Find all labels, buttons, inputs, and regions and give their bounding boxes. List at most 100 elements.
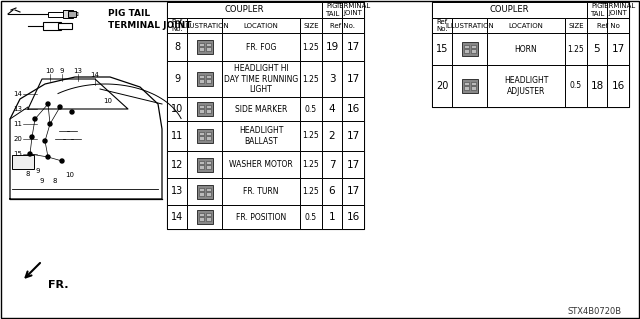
Bar — [461, 42, 477, 56]
Text: SIZE: SIZE — [568, 23, 584, 28]
Bar — [342, 97, 364, 121]
Bar — [463, 49, 468, 53]
Bar — [470, 45, 476, 48]
Text: WASHER MOTOR: WASHER MOTOR — [229, 160, 293, 169]
Bar — [187, 205, 222, 229]
Bar — [198, 165, 204, 168]
Bar — [198, 160, 204, 164]
Bar — [222, 151, 300, 178]
Text: 10: 10 — [45, 68, 54, 74]
Text: HEADLIGHT
BALLAST: HEADLIGHT BALLAST — [239, 126, 283, 146]
Text: 8: 8 — [52, 178, 57, 184]
Text: 13: 13 — [171, 187, 183, 197]
Bar — [607, 65, 629, 107]
Bar — [167, 18, 187, 33]
Text: HEADLIGHT HI
DAY TIME RUNNING
LIGHT: HEADLIGHT HI DAY TIME RUNNING LIGHT — [224, 64, 298, 94]
Bar — [342, 178, 364, 205]
Text: 13: 13 — [13, 106, 22, 112]
Circle shape — [70, 110, 74, 114]
Text: 17: 17 — [346, 160, 360, 169]
Bar — [432, 18, 452, 33]
Text: 9: 9 — [40, 178, 44, 184]
Text: 1.25: 1.25 — [303, 131, 319, 140]
Text: 1.25: 1.25 — [303, 42, 319, 51]
Bar — [205, 213, 211, 216]
Bar — [470, 86, 476, 90]
Bar — [432, 2, 629, 107]
Text: TERMINAL
JOINT: TERMINAL JOINT — [600, 4, 636, 17]
Bar — [198, 213, 204, 216]
Bar — [198, 79, 204, 83]
Bar — [607, 33, 629, 65]
Bar — [300, 121, 322, 151]
Bar — [205, 43, 211, 46]
Circle shape — [48, 122, 52, 126]
Bar — [205, 188, 211, 190]
Text: Ref
No.: Ref No. — [436, 19, 448, 32]
Bar — [432, 65, 452, 107]
Text: 9: 9 — [36, 168, 40, 174]
Bar — [342, 121, 364, 151]
Bar — [452, 33, 487, 65]
Bar — [198, 105, 204, 108]
Bar — [463, 86, 468, 90]
Text: 0.5: 0.5 — [305, 105, 317, 114]
Bar — [167, 2, 322, 18]
Bar — [222, 121, 300, 151]
Text: LOCATION: LOCATION — [244, 23, 278, 28]
Bar — [167, 97, 187, 121]
Bar — [167, 178, 187, 205]
Bar — [205, 136, 211, 140]
Text: TERMINAL JOINT: TERMINAL JOINT — [108, 21, 191, 31]
Bar — [222, 18, 300, 33]
Text: 11: 11 — [13, 121, 22, 127]
Text: PIG
TAIL: PIG TAIL — [325, 4, 339, 17]
Bar — [187, 18, 222, 33]
Bar — [205, 109, 211, 113]
Bar — [222, 33, 300, 61]
Bar — [222, 205, 300, 229]
Bar — [198, 75, 204, 78]
Text: 10: 10 — [104, 98, 113, 104]
Text: 15: 15 — [13, 151, 22, 157]
Bar — [342, 18, 364, 33]
Text: 13: 13 — [74, 68, 83, 74]
Text: 17: 17 — [346, 131, 360, 141]
Bar — [432, 2, 587, 18]
Bar — [222, 178, 300, 205]
Bar — [565, 33, 587, 65]
Bar — [587, 18, 607, 33]
Text: 17: 17 — [346, 74, 360, 84]
Text: 1.25: 1.25 — [303, 160, 319, 169]
Bar — [198, 47, 204, 51]
Text: PIG
TAIL: PIG TAIL — [590, 4, 604, 17]
Bar — [205, 105, 211, 108]
Circle shape — [60, 159, 64, 163]
Bar — [205, 132, 211, 135]
Bar — [167, 2, 364, 229]
Bar — [196, 40, 212, 54]
Bar — [48, 11, 68, 17]
Bar — [187, 178, 222, 205]
Text: 11: 11 — [171, 131, 183, 141]
Bar — [43, 22, 61, 30]
Text: 10: 10 — [65, 172, 74, 178]
Bar — [198, 43, 204, 46]
Text: 19: 19 — [325, 42, 339, 52]
Bar — [342, 33, 364, 61]
Text: 6: 6 — [329, 187, 335, 197]
Bar — [470, 49, 476, 53]
Bar — [198, 217, 204, 221]
Bar — [300, 97, 322, 121]
Circle shape — [58, 105, 62, 109]
Text: Ref No.: Ref No. — [330, 23, 355, 28]
Text: 17: 17 — [346, 42, 360, 52]
Text: LOCATION: LOCATION — [509, 23, 543, 28]
Circle shape — [33, 117, 37, 121]
Bar — [68, 11, 76, 17]
Bar — [322, 33, 342, 61]
Bar — [342, 61, 364, 97]
Bar — [463, 45, 468, 48]
Text: SIZE: SIZE — [303, 23, 319, 28]
Bar — [565, 18, 587, 33]
